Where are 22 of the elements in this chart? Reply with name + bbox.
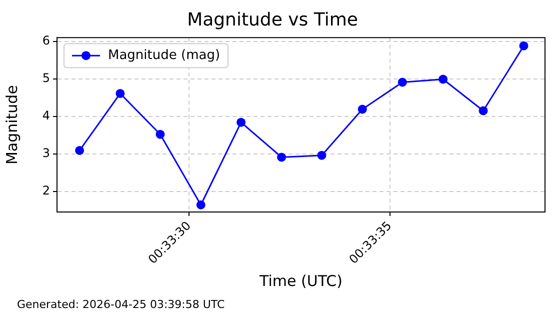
point [236, 118, 246, 127]
point [116, 88, 125, 98]
point [277, 152, 286, 162]
point [75, 146, 84, 155]
point [156, 130, 165, 139]
point [438, 74, 448, 84]
y-tick-label: 5 [42, 70, 50, 85]
point [519, 41, 528, 50]
y-tick-label: 4 [42, 108, 50, 122]
point [358, 104, 367, 114]
point [196, 200, 206, 210]
point [398, 78, 407, 87]
y-tick-label: 2 [42, 183, 50, 198]
legend-label: Magnitude (mag) [108, 48, 220, 63]
chart-title: Magnitude vs Time [187, 9, 358, 30]
text: Generated: 2026-04-25 03:39:58 UTC [17, 298, 226, 311]
x-axis-title: Time (UTC) [258, 272, 342, 290]
y-axis-title: Magnitude [2, 85, 21, 165]
y-tick-label: 3 [42, 146, 50, 160]
y-tick-label: 6 [42, 33, 50, 48]
point [478, 106, 488, 116]
point [317, 150, 326, 160]
